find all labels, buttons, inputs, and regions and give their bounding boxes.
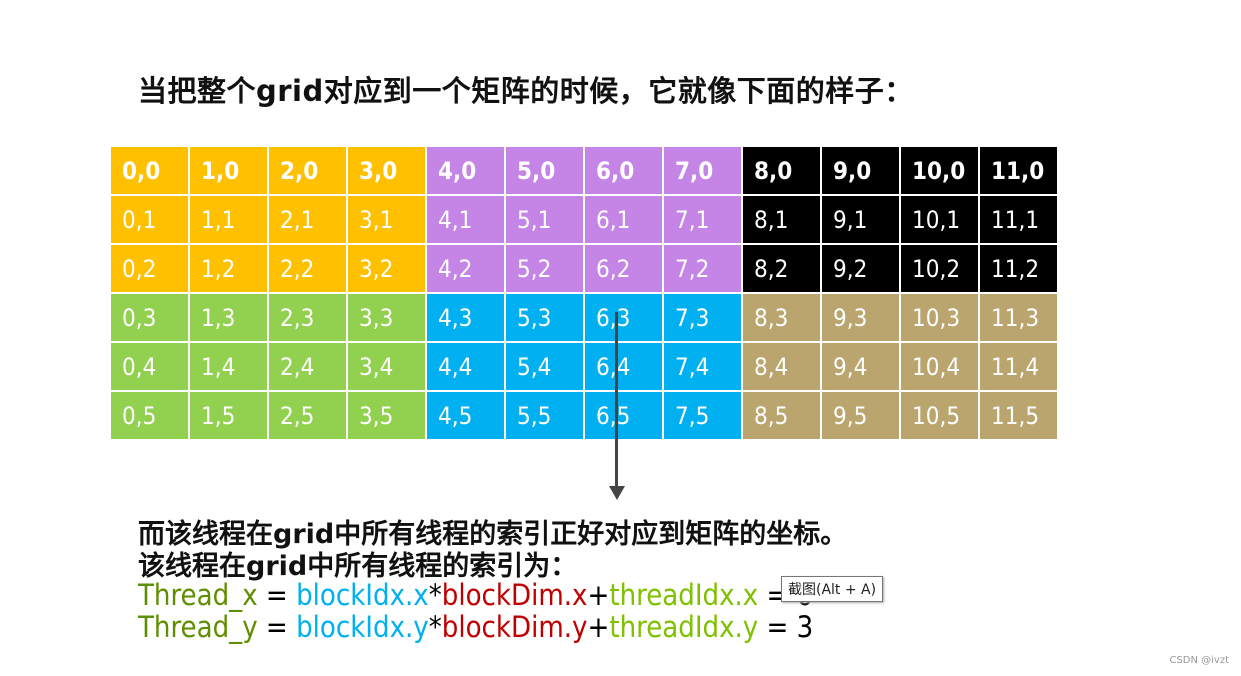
formula-blockdim: blockDim.y: [441, 610, 588, 644]
grid-cell: 1,2: [190, 245, 267, 292]
formula-result: = 3: [758, 610, 814, 644]
grid-cell: 8,0: [743, 147, 820, 194]
explanation-line-2: 该线程在grid中所有线程的索引为：: [138, 551, 578, 582]
grid-cell: 7,0: [664, 147, 741, 194]
formula-plus: +: [587, 610, 610, 644]
grid-cell: 10,1: [901, 196, 978, 243]
formula-lhs: Thread_y: [138, 610, 258, 644]
grid-cell: 0,4: [111, 343, 188, 390]
grid-cell: 6,1: [585, 196, 662, 243]
grid-cell: 8,2: [743, 245, 820, 292]
grid-cell: 8,1: [743, 196, 820, 243]
grid-cell: 5,3: [506, 294, 583, 341]
grid-cell: 11,1: [980, 196, 1057, 243]
explanation-line-1: 而该线程在grid中所有线程的索引正好对应到矩阵的坐标。: [138, 519, 848, 550]
grid-cell: 7,2: [664, 245, 741, 292]
grid-cell: 9,0: [822, 147, 899, 194]
formula-threadidx: threadIdx.y: [609, 610, 759, 644]
grid-cell: 1,5: [190, 392, 267, 439]
grid-cell: 10,5: [901, 392, 978, 439]
grid-cell: 3,4: [348, 343, 425, 390]
grid-cell: 2,3: [269, 294, 346, 341]
grid-cell: 10,0: [901, 147, 978, 194]
grid-cell: 5,1: [506, 196, 583, 243]
formula-lhs: Thread_x: [138, 578, 258, 612]
grid-cell: 7,1: [664, 196, 741, 243]
grid-cell: 2,0: [269, 147, 346, 194]
grid-cell: 6,2: [585, 245, 662, 292]
grid-cell: 6,5: [585, 392, 662, 439]
grid-cell: 1,0: [190, 147, 267, 194]
grid-cell: 7,5: [664, 392, 741, 439]
grid-cell: 10,4: [901, 343, 978, 390]
formula-times: *: [428, 610, 442, 644]
grid-cell: 3,5: [348, 392, 425, 439]
grid-cell: 7,4: [664, 343, 741, 390]
grid-cell: 4,1: [427, 196, 504, 243]
thread-grid-matrix: 0,0 1,0 2,0 3,0 4,0 5,0 6,0 7,0 8,0 9,0 10,0 11,0 0,…: [111, 147, 1057, 439]
grid-cell: 0,1: [111, 196, 188, 243]
grid-cell: 8,3: [743, 294, 820, 341]
grid-cell: 0,5: [111, 392, 188, 439]
grid-cell: 5,0: [506, 147, 583, 194]
formula-blockidx: blockIdx.y: [296, 610, 429, 644]
grid-cell: 0,0: [111, 147, 188, 194]
grid-cell: 6,4: [585, 343, 662, 390]
grid-cell: 11,2: [980, 245, 1057, 292]
grid-cell: 11,4: [980, 343, 1057, 390]
slide-title: 当把整个grid对应到一个矩阵的时候，它就像下面的样子：: [138, 74, 914, 108]
grid-cell: 2,1: [269, 196, 346, 243]
grid-cell: 9,3: [822, 294, 899, 341]
grid-cell: 11,0: [980, 147, 1057, 194]
grid-cell: 5,4: [506, 343, 583, 390]
grid-cell: 2,5: [269, 392, 346, 439]
grid-cell: 5,5: [506, 392, 583, 439]
grid-cell: 8,5: [743, 392, 820, 439]
grid-cell: 6,0: [585, 147, 662, 194]
formula-threadidx: threadIdx.x: [609, 578, 759, 612]
grid-cell: 5,2: [506, 245, 583, 292]
formula-eq: =: [257, 610, 297, 644]
formula-blockdim: blockDim.x: [441, 578, 588, 612]
grid-cell: 1,4: [190, 343, 267, 390]
screenshot-tooltip: 截图(Alt + A): [781, 576, 884, 602]
grid-cell: 9,2: [822, 245, 899, 292]
formula-times: *: [428, 578, 442, 612]
grid-cell: 3,0: [348, 147, 425, 194]
grid-cell: 4,4: [427, 343, 504, 390]
grid-cell: 1,1: [190, 196, 267, 243]
formula-plus: +: [587, 578, 610, 612]
grid-cell: 1,3: [190, 294, 267, 341]
grid-cell: 0,2: [111, 245, 188, 292]
grid-cell: 3,2: [348, 245, 425, 292]
grid-cell: 8,4: [743, 343, 820, 390]
arrow-down-icon: [609, 486, 625, 500]
arrow-line: [615, 312, 618, 488]
grid-cell: 2,4: [269, 343, 346, 390]
grid-cell: 9,1: [822, 196, 899, 243]
formula-thread-x: Thread_x = blockIdx.x*blockDim.x+threadI…: [138, 578, 813, 612]
formula-eq: =: [257, 578, 297, 612]
grid-cell: 11,5: [980, 392, 1057, 439]
formula-blockidx: blockIdx.x: [296, 578, 429, 612]
grid-cell: 4,2: [427, 245, 504, 292]
grid-cell: 9,5: [822, 392, 899, 439]
grid-cell: 3,1: [348, 196, 425, 243]
grid-cell: 4,5: [427, 392, 504, 439]
formula-thread-y: Thread_y = blockIdx.y*blockDim.y+threadI…: [138, 610, 813, 644]
grid-cell: 10,3: [901, 294, 978, 341]
grid-cell: 4,0: [427, 147, 504, 194]
grid-cell: 0,3: [111, 294, 188, 341]
grid-cell: 11,3: [980, 294, 1057, 341]
grid-cell: 9,4: [822, 343, 899, 390]
grid-cell: 4,3: [427, 294, 504, 341]
grid-cell: 3,3: [348, 294, 425, 341]
grid-cell: 6,3: [585, 294, 662, 341]
grid-cell: 2,2: [269, 245, 346, 292]
grid-cell: 10,2: [901, 245, 978, 292]
watermark: CSDN @ivzt: [1169, 655, 1229, 666]
grid-cell: 7,3: [664, 294, 741, 341]
